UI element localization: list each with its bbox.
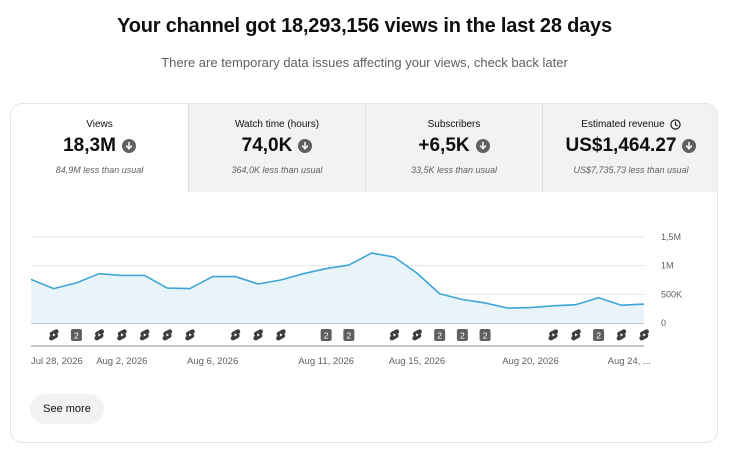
video-count-label: 2 xyxy=(483,331,488,341)
video-count-label: 2 xyxy=(437,331,442,341)
clock-icon xyxy=(670,119,681,130)
tab-value: 18,3M xyxy=(63,135,116,156)
shorts-icon xyxy=(185,329,195,341)
tab-label: Watch time (hours) xyxy=(234,119,320,130)
tab-note: US$7,735.73 less than usual xyxy=(573,165,689,175)
x-tick-label: Aug 2, 2026 xyxy=(96,356,147,367)
shorts-icon xyxy=(94,329,105,341)
shorts-icon xyxy=(139,329,150,341)
tab-value: 74,0K xyxy=(241,135,293,156)
arrow-down-icon xyxy=(475,139,490,153)
tab-note: 84,9M less than usual xyxy=(55,165,144,175)
tab-views[interactable]: Views 18,3M 84,9M less than usual xyxy=(11,104,188,192)
analytics-card: Views 18,3M 84,9M less than usual Watch … xyxy=(10,103,718,443)
see-more-button[interactable]: See more xyxy=(30,394,104,424)
x-tick-label: Aug 24, ... xyxy=(608,356,651,367)
video-count-badge xyxy=(70,329,82,341)
shorts-icon xyxy=(389,329,400,341)
arrow-down-icon xyxy=(121,139,136,153)
data-issue-notice: There are temporary data issues affectin… xyxy=(161,55,568,70)
tab-label: Views xyxy=(86,119,113,130)
shorts-icon xyxy=(253,329,263,341)
y-tick-label: 1,5M xyxy=(661,232,681,242)
shorts-icon xyxy=(49,329,59,341)
arrow-down-icon xyxy=(682,139,697,153)
tab-value: +6,5K xyxy=(418,135,470,156)
shorts-icon xyxy=(571,329,581,341)
tab-watch-time[interactable]: Watch time (hours) 74,0K 364,0K less tha… xyxy=(188,104,365,192)
shorts-icon xyxy=(230,329,241,341)
series-area xyxy=(31,253,644,323)
video-count-badge xyxy=(343,329,355,341)
video-count-label: 2 xyxy=(74,331,79,341)
shorts-icon xyxy=(162,329,173,341)
shorts-icon xyxy=(412,329,422,341)
tab-label: Subscribers xyxy=(427,119,481,130)
views-chart[interactable]: 1,5M 1M 500K 0 2 2 2 2 2 2 2 Jul 28, 2026 Aug 2, 202… xyxy=(11,192,718,392)
tab-note: 364,0K less than usual xyxy=(231,165,323,175)
tab-estimated-revenue[interactable]: Estimated revenue US$1,464.27 US$7,735.7… xyxy=(542,104,717,192)
shorts-icon xyxy=(117,329,127,341)
x-tick-label: Jul 28, 2026 xyxy=(31,356,83,367)
x-tick-label: Aug 11, 2026 xyxy=(298,356,354,367)
shorts-icon xyxy=(616,329,627,341)
video-count-label: 2 xyxy=(346,331,351,341)
video-count-badge xyxy=(320,329,332,341)
tab-subscribers[interactable]: Subscribers +6,5K 33,5K less than usual xyxy=(365,104,542,192)
video-count-label: 2 xyxy=(596,331,601,341)
shorts-icon xyxy=(548,329,559,341)
x-tick-label: Aug 6, 2026 xyxy=(187,356,238,367)
x-tick-label: Aug 20, 2026 xyxy=(502,356,559,367)
tab-label: Estimated revenue xyxy=(581,119,665,130)
arrow-down-icon xyxy=(298,139,313,153)
shorts-icon xyxy=(639,329,649,341)
y-tick-label: 500K xyxy=(661,289,682,299)
y-tick-label: 0 xyxy=(661,318,666,328)
shorts-icon xyxy=(276,329,286,341)
video-count-label: 2 xyxy=(324,331,329,341)
video-count-badge xyxy=(456,329,468,341)
video-count-label: 2 xyxy=(460,331,465,341)
page-title: Your channel got 18,293,156 views in the… xyxy=(117,15,612,37)
video-count-badge xyxy=(593,329,605,341)
metric-tabs: Views 18,3M 84,9M less than usual Watch … xyxy=(11,104,717,192)
tab-note: 33,5K less than usual xyxy=(410,165,498,175)
video-count-badge xyxy=(479,329,491,341)
video-count-badge xyxy=(434,329,446,341)
y-tick-label: 1M xyxy=(661,261,674,271)
tab-value: US$1,464.27 xyxy=(565,135,677,156)
x-tick-label: Aug 15, 2026 xyxy=(389,356,446,367)
series-line xyxy=(30,252,645,309)
